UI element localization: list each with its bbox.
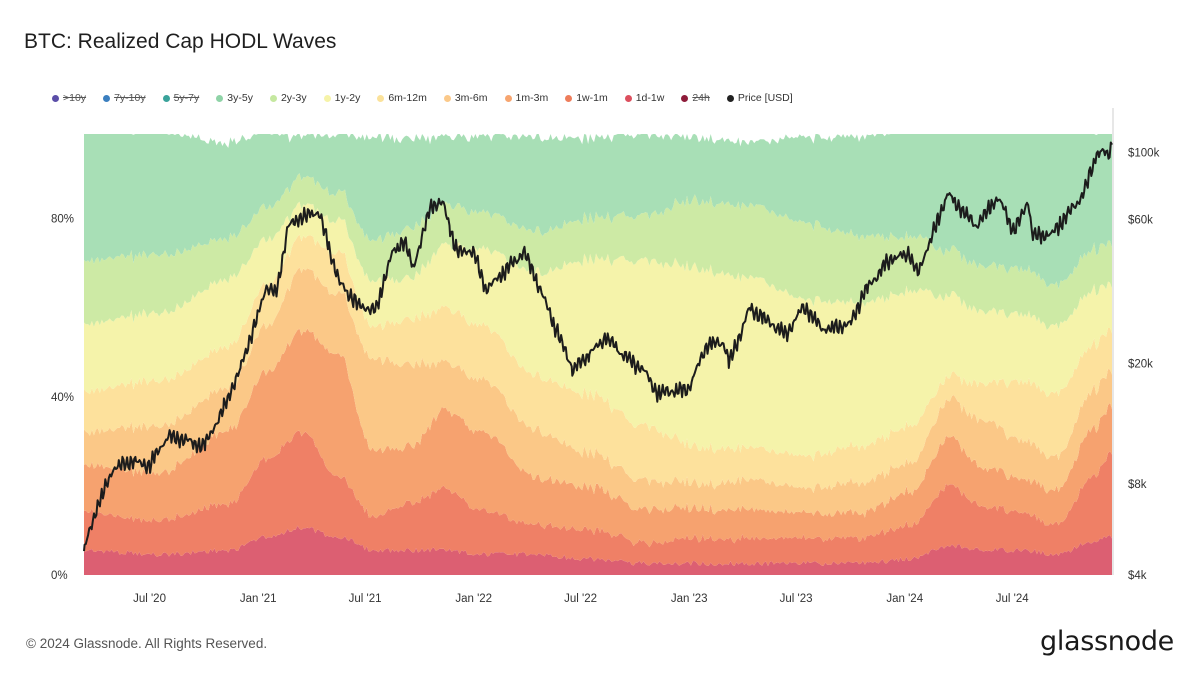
legend-item[interactable]: 1w-1m <box>565 92 608 104</box>
legend-label: 1d-1w <box>635 92 665 104</box>
y-right-tick-label: $60k <box>1128 214 1153 226</box>
x-tick-label: Jul '20 <box>133 593 166 605</box>
area-series-6m-12m <box>84 234 1112 493</box>
legend-item[interactable]: Price [USD] <box>726 92 793 104</box>
legend-item[interactable]: 1m-3m <box>504 92 549 104</box>
legend-label: 1m-3m <box>515 92 549 104</box>
area-series-1y-2y <box>84 201 1112 462</box>
legend-dot-icon <box>726 94 734 102</box>
y-right-tick-label: $100k <box>1128 147 1160 159</box>
x-tick-label: Jul '24 <box>996 593 1029 605</box>
x-tick-label: Jul '23 <box>780 593 813 605</box>
area-series-3y-5y <box>84 134 1112 289</box>
price-layer <box>83 141 1113 552</box>
axis-layer: 0% 40% 80% $4k $8k $20k $60k $100k Jul '20 Jan '2… <box>51 147 1160 605</box>
area-series-2y-3y <box>84 173 1112 330</box>
legend-label: 1y-2y <box>334 92 361 104</box>
legend-label: >10y <box>63 92 87 104</box>
legend-item[interactable]: >10y <box>52 92 86 104</box>
legend-item[interactable]: 1d-1w <box>624 92 665 104</box>
legend-item[interactable]: 24h <box>681 92 710 104</box>
legend-label: 7y-10y <box>114 92 146 104</box>
price-line <box>83 141 1113 552</box>
legend-dot-icon <box>681 94 689 102</box>
legend-dot-icon <box>162 94 170 102</box>
legend-dot-icon <box>377 94 385 102</box>
legend-dot-icon <box>52 94 59 102</box>
legend-dot-icon <box>565 94 573 102</box>
legend-dot-icon <box>269 94 277 102</box>
x-tick-label: Jan '21 <box>240 593 277 605</box>
area-layer <box>84 134 1112 575</box>
chart-title: BTC: Realized Cap HODL Waves <box>24 30 337 53</box>
x-tick-label: Jan '24 <box>886 593 923 605</box>
legend-dot-icon <box>624 94 632 102</box>
legend-label: 2y-3y <box>280 92 307 104</box>
y-left-tick-label: 0% <box>51 570 68 582</box>
area-series-1w-1m <box>84 430 1112 566</box>
copyright-footer: © 2024 Glassnode. All Rights Reserved. <box>26 636 268 651</box>
legend-label: Price [USD] <box>737 92 793 104</box>
x-tick-label: Jan '22 <box>455 593 492 605</box>
legend-label: 6m-12m <box>388 92 427 104</box>
legend-item[interactable]: 5y-7y <box>162 92 200 104</box>
y-left-tick-label: 40% <box>51 392 74 404</box>
legend-item[interactable]: 3y-5y <box>216 92 253 104</box>
legend-item[interactable]: 3m-6m <box>443 92 488 104</box>
legend: >10y 7y-10y 5y-7y 3y-5y 2y-3y 1y-2y 6m-12m 3m-6… <box>52 92 810 104</box>
x-tick-label: Jan '23 <box>671 593 708 605</box>
x-tick-label: Jul '21 <box>349 593 382 605</box>
legend-dot-icon <box>443 94 451 102</box>
legend-dot-icon <box>323 94 331 102</box>
area-series-1d-1w <box>84 525 1112 575</box>
y-left-tick-label: 80% <box>51 214 74 226</box>
legend-item[interactable]: 2y-3y <box>269 92 307 104</box>
y-right-tick-label: $20k <box>1128 359 1153 371</box>
y-right-tick-label: $4k <box>1128 570 1147 582</box>
area-series-1m-3m <box>84 328 1112 548</box>
legend-item[interactable]: 1y-2y <box>323 92 361 104</box>
legend-label: 1w-1m <box>576 92 608 104</box>
legend-item[interactable]: 6m-12m <box>377 92 427 104</box>
legend-label: 3y-5y <box>227 92 253 104</box>
legend-label: 24h <box>692 92 710 104</box>
y-right-tick-label: $8k <box>1128 479 1147 491</box>
legend-dot-icon <box>103 94 111 102</box>
legend-item[interactable]: 7y-10y <box>103 92 146 104</box>
x-tick-label: Jul '22 <box>564 593 597 605</box>
legend-label: 3m-6m <box>454 92 488 104</box>
brand-logo: glassnode <box>1039 626 1174 657</box>
legend-label: 5y-7y <box>173 92 200 104</box>
area-series-3m-6m <box>84 267 1112 518</box>
legend-dot-icon <box>504 94 512 102</box>
legend-dot-icon <box>216 94 224 102</box>
